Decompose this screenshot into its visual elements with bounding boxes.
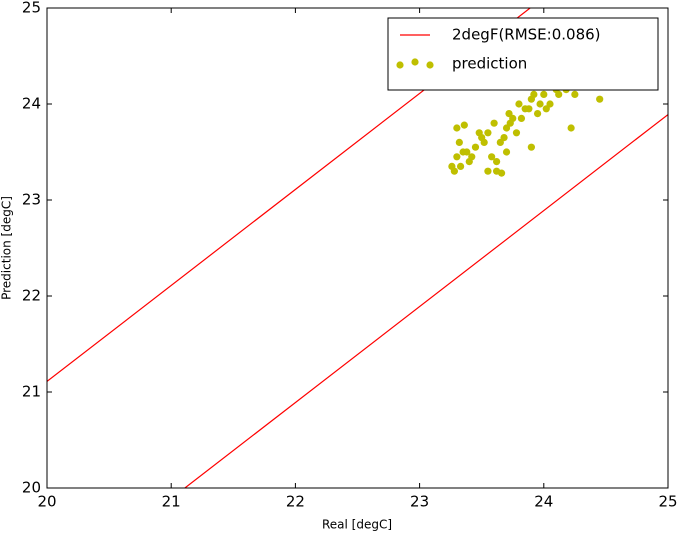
- line: [184, 114, 668, 488]
- y-tick-label: 20: [22, 479, 41, 497]
- point: [484, 167, 492, 175]
- legend-marker: [411, 58, 419, 66]
- point: [463, 148, 471, 156]
- legend-label: prediction: [452, 55, 527, 73]
- point: [530, 90, 538, 98]
- plot-frame: [46, 7, 669, 489]
- point: [517, 114, 526, 122]
- point: [542, 105, 550, 113]
- point: [453, 124, 461, 132]
- x-tick-label: 20: [37, 493, 56, 511]
- y-tick-label: 25: [22, 0, 41, 17]
- point: [506, 119, 514, 127]
- point: [502, 148, 511, 156]
- point: [455, 138, 463, 146]
- point: [468, 153, 476, 161]
- point: [527, 143, 535, 151]
- y-tick-label: 21: [22, 383, 41, 401]
- x-tick-label: 21: [162, 493, 181, 511]
- point: [456, 162, 465, 170]
- point: [460, 121, 468, 129]
- y-tick-label: 23: [22, 191, 41, 209]
- point: [480, 138, 488, 146]
- point: [490, 119, 498, 127]
- legend-marker: [396, 61, 404, 69]
- point: [484, 129, 492, 137]
- y-axis-label: Prediction [degC]: [0, 196, 14, 300]
- x-tick-label: 25: [658, 493, 677, 511]
- x-tick-label: 23: [410, 493, 429, 511]
- point: [515, 100, 523, 108]
- point: [536, 100, 544, 108]
- point: [540, 90, 548, 98]
- point: [453, 153, 461, 161]
- x-tick-label: 24: [534, 493, 553, 511]
- point: [596, 95, 604, 103]
- x-tick-label: 22: [286, 493, 305, 511]
- legend-box: [387, 17, 659, 91]
- point: [512, 129, 521, 137]
- y-tick-label: 22: [22, 287, 41, 305]
- point: [488, 153, 496, 161]
- point: [448, 162, 456, 170]
- legend-label: 2degF(RMSE:0.086): [452, 26, 601, 44]
- point: [475, 129, 483, 137]
- point: [533, 110, 542, 118]
- point: [493, 158, 501, 166]
- point: [525, 105, 533, 113]
- point: [571, 90, 579, 98]
- point: [567, 124, 575, 132]
- point: [500, 134, 508, 142]
- x-axis-label: Real [degC]: [322, 518, 392, 532]
- point: [497, 169, 506, 177]
- point: [555, 90, 563, 98]
- y-tick-label: 24: [22, 95, 41, 113]
- point: [471, 143, 480, 151]
- legend-marker: [426, 61, 434, 69]
